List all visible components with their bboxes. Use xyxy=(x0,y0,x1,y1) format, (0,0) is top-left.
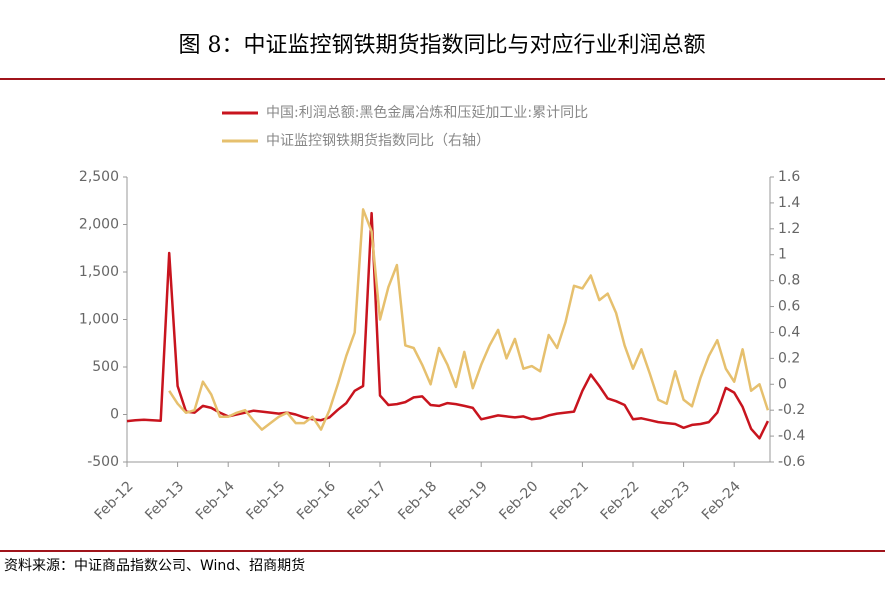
source-note: 资料来源：中证商品指数公司、Wind、招商期货 xyxy=(4,557,305,574)
x-tick-label: Feb-24 xyxy=(699,478,744,523)
y2-tick-label: 1.2 xyxy=(778,221,800,237)
x-tick-label: Feb-17 xyxy=(345,478,390,523)
y-tick-label: 2,000 xyxy=(79,217,119,233)
x-tick-label: Feb-13 xyxy=(142,478,187,523)
x-tick-label: Feb-18 xyxy=(395,478,440,523)
y-tick-label: 1,500 xyxy=(79,264,119,280)
y-tick-label: -500 xyxy=(87,454,119,470)
y2-tick-label: -0.2 xyxy=(778,402,805,418)
y2-tick-label: 0 xyxy=(778,376,787,392)
y2-tick-label: -0.4 xyxy=(778,428,805,444)
y2-tick-label: 0.2 xyxy=(778,350,800,366)
x-tick-label: Feb-19 xyxy=(446,478,491,523)
chart-title: 图 8：中证监控钢铁期货指数同比与对应行业利润总额 xyxy=(179,33,706,58)
series-line xyxy=(126,211,770,440)
y-tick-label: 2,500 xyxy=(79,169,119,185)
y2-tick-label: 1.6 xyxy=(778,169,800,185)
y2-tick-label: -0.6 xyxy=(778,454,805,470)
legend-label: 中国:利润总额:黑色金属冶炼和压延加工业:累计同比 xyxy=(266,104,588,121)
y2-tick-label: 1.4 xyxy=(778,195,800,211)
y2-tick-label: 0.4 xyxy=(778,324,800,340)
y2-tick-label: 0.6 xyxy=(778,299,800,315)
x-tick-label: Feb-21 xyxy=(547,478,592,523)
y-tick-label: 1,000 xyxy=(79,312,119,328)
x-tick-label: Feb-20 xyxy=(496,478,541,523)
legend-label: 中证监控钢铁期货指数同比（右轴） xyxy=(266,132,490,149)
x-tick-label: Feb-16 xyxy=(294,478,339,523)
y2-tick-label: 0.8 xyxy=(778,273,800,289)
y-tick-label: 500 xyxy=(92,359,119,375)
x-tick-label: Feb-15 xyxy=(243,478,288,523)
y-tick-label: 0 xyxy=(110,407,119,423)
series-line xyxy=(168,208,770,431)
y2-tick-label: 1 xyxy=(778,247,787,263)
x-tick-label: Feb-12 xyxy=(92,478,137,523)
x-tick-label: Feb-14 xyxy=(193,478,238,523)
x-tick-label: Feb-23 xyxy=(648,478,693,523)
x-tick-label: Feb-22 xyxy=(598,478,643,523)
